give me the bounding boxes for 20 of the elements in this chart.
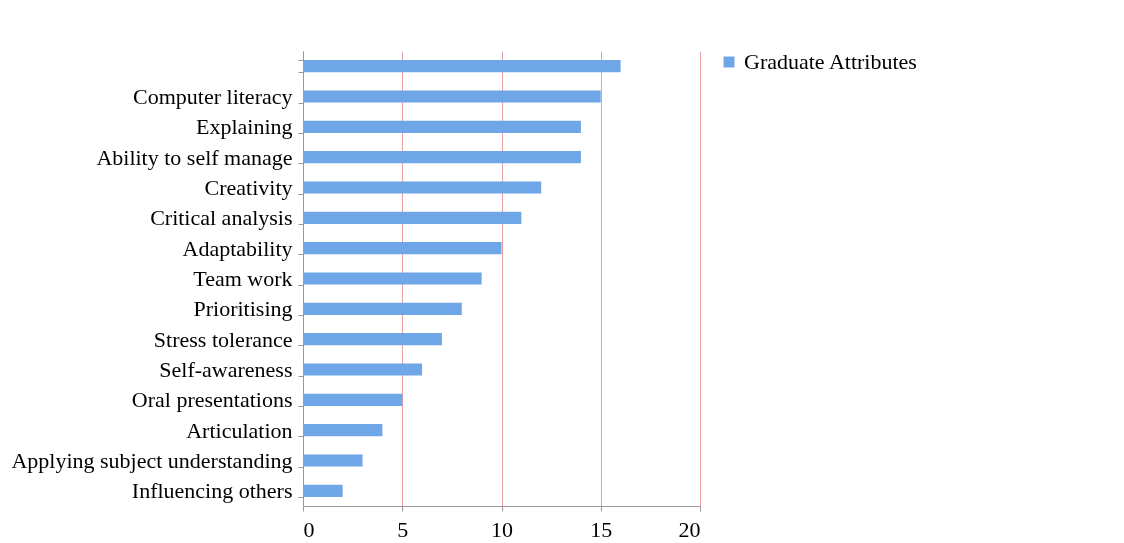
y-tick-label: Applying subject understanding [11, 448, 293, 473]
x-tick-label: 15 [590, 516, 613, 542]
y-tick-label: Articulation [186, 417, 293, 443]
x-tick-label: 0 [303, 516, 315, 542]
y-tick-label: Prioritising [193, 296, 293, 322]
x-tick-label: 5 [397, 516, 409, 542]
y-tick-label: Influencing others [131, 478, 293, 504]
y-tick-label: Critical analysis [150, 205, 293, 231]
y-tick-label: Computer literacy [133, 84, 293, 109]
y-tick-label: Adaptability [182, 235, 293, 261]
x-tick-label: 20 [678, 516, 701, 542]
y-tick-label: Team work [193, 266, 293, 291]
y-tick-label: Creativity [204, 175, 293, 200]
y-tick-label: Explaining [195, 114, 293, 140]
legend-label: Graduate Attributes [744, 49, 917, 74]
y-tick-label: Oral presentations [131, 387, 293, 413]
x-tick-label: 10 [491, 516, 513, 542]
y-tick-label: Ability to self manage [96, 144, 293, 170]
y-tick-label: Self-awareness [159, 357, 293, 382]
y-tick-label: Stress tolerance [153, 326, 293, 352]
